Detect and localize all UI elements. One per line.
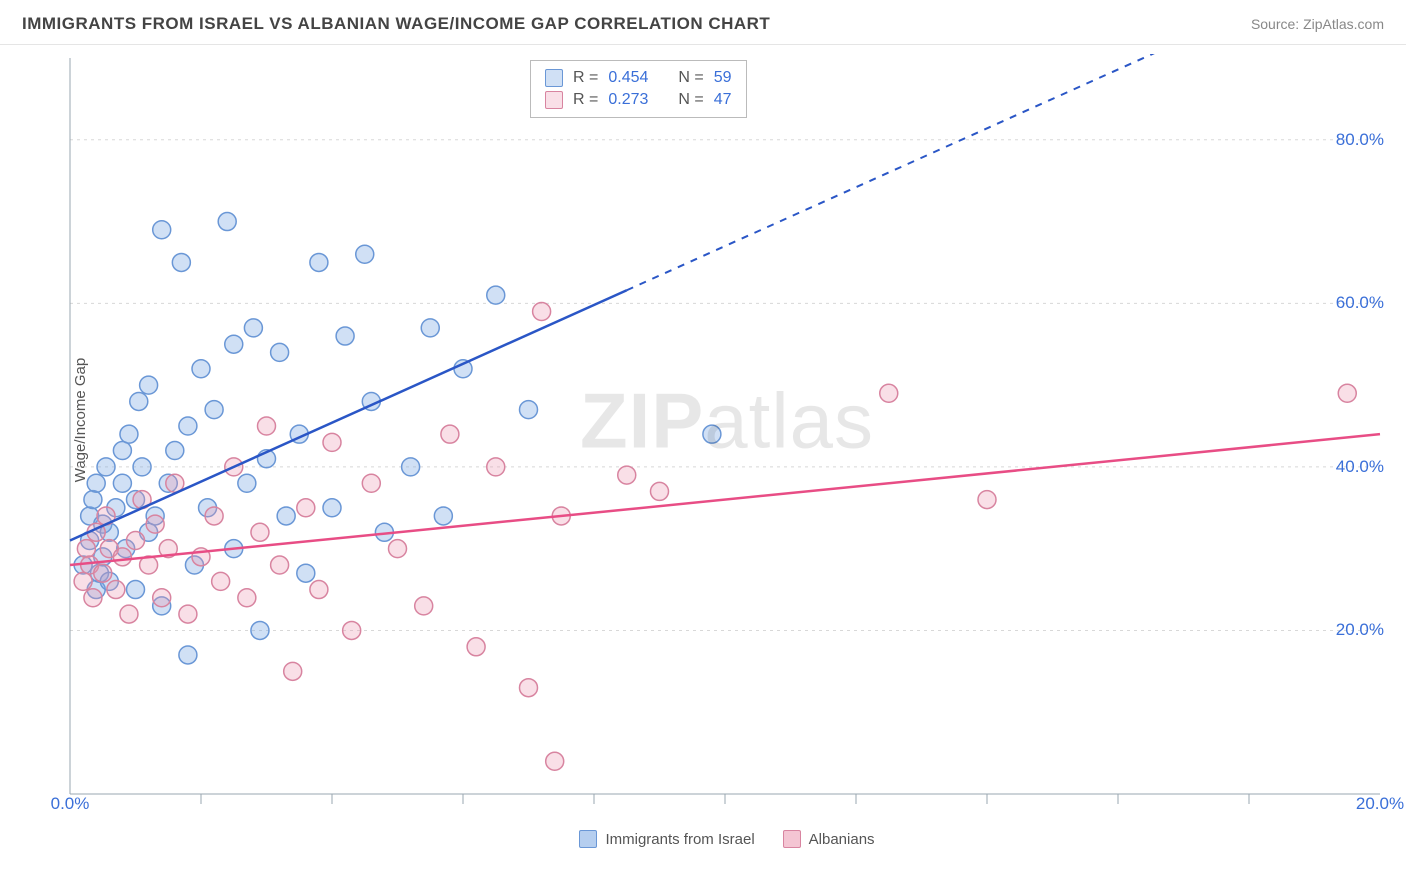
x-tick-label: 0.0%: [51, 794, 90, 814]
y-tick-label: 40.0%: [1336, 457, 1384, 477]
n-value: 59: [714, 69, 732, 87]
plot-area: ZIPatlas R = 0.454 N = 59 R = 0.273 N = …: [60, 54, 1394, 852]
chart-title: IMMIGRANTS FROM ISRAEL VS ALBANIAN WAGE/…: [22, 14, 770, 34]
x-tick-label: 20.0%: [1356, 794, 1404, 814]
scatter-chart: [60, 54, 1394, 814]
n-label: N =: [678, 69, 703, 87]
legend-item: Immigrants from Israel: [579, 830, 754, 848]
swatch-icon: [545, 91, 563, 109]
correlation-row-israel: R = 0.454 N = 59: [545, 67, 732, 89]
r-label: R =: [573, 91, 598, 109]
swatch-icon: [783, 830, 801, 848]
swatch-icon: [579, 830, 597, 848]
swatch-icon: [545, 69, 563, 87]
correlation-row-albanian: R = 0.273 N = 47: [545, 89, 732, 111]
bottom-legend: Immigrants from Israel Albanians: [60, 830, 1394, 848]
legend-item: Albanians: [783, 830, 875, 848]
r-label: R =: [573, 69, 598, 87]
chart-header: IMMIGRANTS FROM ISRAEL VS ALBANIAN WAGE/…: [0, 0, 1406, 45]
y-tick-label: 20.0%: [1336, 620, 1384, 640]
legend-label: Immigrants from Israel: [605, 831, 754, 848]
r-value: 0.454: [608, 69, 648, 87]
y-tick-label: 80.0%: [1336, 130, 1384, 150]
correlation-legend: R = 0.454 N = 59 R = 0.273 N = 47: [530, 60, 747, 118]
n-label: N =: [678, 91, 703, 109]
r-value: 0.273: [608, 91, 648, 109]
legend-label: Albanians: [809, 831, 875, 848]
n-value: 47: [714, 91, 732, 109]
chart-source: Source: ZipAtlas.com: [1251, 16, 1384, 32]
y-tick-label: 60.0%: [1336, 293, 1384, 313]
